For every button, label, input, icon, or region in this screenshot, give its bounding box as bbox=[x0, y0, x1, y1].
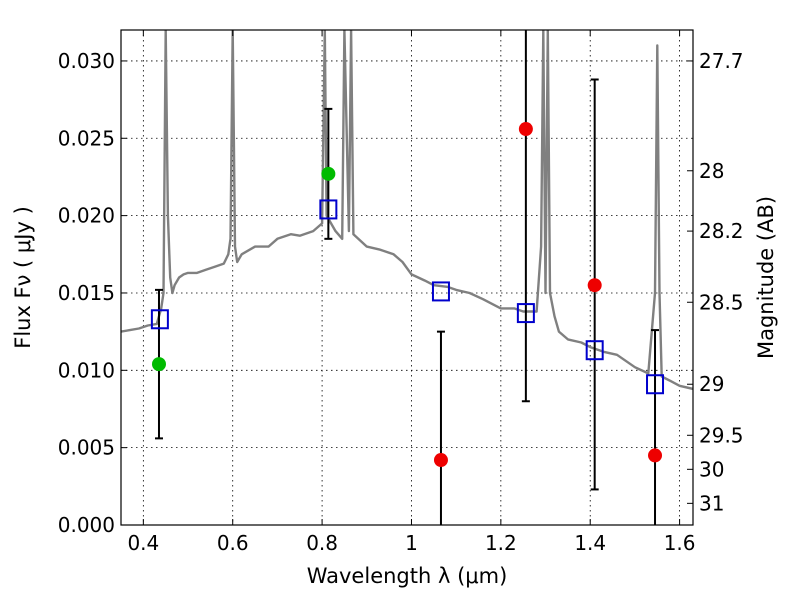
model-point bbox=[319, 199, 338, 220]
y-tick-label: 0.015 bbox=[58, 281, 115, 305]
axes: 0.4 0.6 0.8 1 1.2 1.4 1.6 0.000 0.005 0.010 0.015 0… bbox=[58, 30, 744, 555]
model-point bbox=[150, 309, 169, 330]
right-tick-label: 27.7 bbox=[699, 49, 744, 73]
y-tick-label: 0.010 bbox=[58, 358, 115, 382]
x-axis-title: Wavelength λ (μm) bbox=[307, 564, 508, 588]
y-tick-label: 0.025 bbox=[58, 126, 115, 150]
x-tick-label: 0.4 bbox=[127, 531, 159, 555]
spectrum-line bbox=[121, 30, 693, 391]
right-tick-label: 31 bbox=[699, 491, 724, 515]
observed-point bbox=[518, 122, 533, 136]
right-tick-label: 28.2 bbox=[699, 219, 744, 243]
right-axis-title: Magnitude (AB) bbox=[754, 196, 778, 359]
model-point bbox=[585, 340, 604, 361]
model-point bbox=[516, 303, 535, 324]
model-point bbox=[431, 281, 450, 302]
x-tick-label: 0.6 bbox=[217, 531, 249, 555]
x-tick-label: 1.6 bbox=[664, 531, 696, 555]
model-point bbox=[646, 374, 665, 395]
x-tick-label: 1.4 bbox=[574, 531, 606, 555]
observed-point bbox=[587, 278, 602, 293]
x-tick-label: 0.8 bbox=[306, 531, 338, 555]
x-tick-label: 1 bbox=[405, 531, 418, 555]
x-tick-label: 1.2 bbox=[485, 531, 517, 555]
y-tick-label: 0.000 bbox=[58, 513, 115, 537]
observed-point bbox=[321, 166, 336, 181]
observed-point bbox=[648, 448, 663, 463]
y-axis-title: Flux Fν ( μJy ) bbox=[11, 206, 35, 349]
plot-frame bbox=[120, 29, 694, 526]
y-tick-label: 0.030 bbox=[58, 49, 115, 73]
y-tick-label: 0.005 bbox=[58, 436, 115, 460]
observed-point bbox=[151, 357, 166, 372]
right-tick-label: 28 bbox=[699, 159, 724, 183]
right-tick-label: 29 bbox=[699, 372, 724, 396]
plot-area bbox=[121, 30, 693, 525]
right-tick-label: 28.5 bbox=[699, 290, 744, 314]
observed-point bbox=[433, 453, 448, 468]
right-tick-label: 29.5 bbox=[699, 423, 744, 447]
right-tick-label: 30 bbox=[699, 457, 724, 481]
grid-lines bbox=[121, 30, 693, 526]
y-tick-label: 0.020 bbox=[58, 204, 115, 228]
